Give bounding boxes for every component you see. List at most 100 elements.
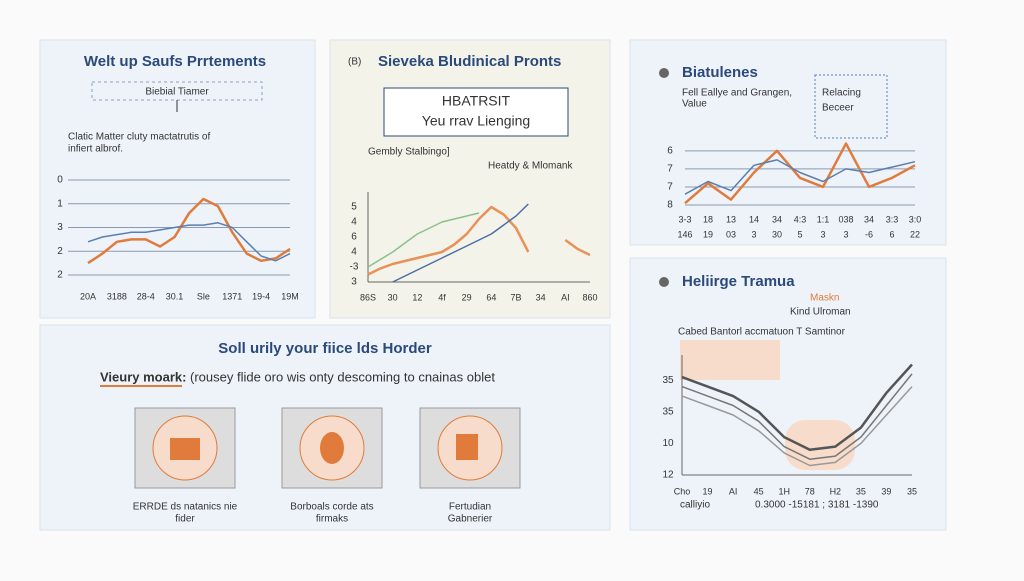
series-line — [684, 159, 916, 195]
x-tick-label: 3 — [751, 229, 756, 239]
panel-title: Sieveka Bludinical Pronts — [378, 53, 561, 70]
x-tick-label: 3-3 — [678, 214, 691, 224]
card-label: firmaks — [316, 514, 348, 525]
box-text: HBATRSIT — [442, 93, 511, 109]
x-tick-label: Cho — [674, 486, 691, 496]
series-line — [367, 205, 591, 276]
panel-title: Welt up Saufs Prrtements — [84, 53, 266, 70]
y-tick-label: 7 — [667, 182, 673, 193]
x-tick-label: 19M — [281, 291, 299, 301]
caption: Clatic Matter cluty mactatrutis of — [68, 132, 210, 143]
footer: 0.3000 -15181 ; 3181 -1390 — [755, 500, 879, 511]
card-label: Gabnerier — [448, 514, 493, 525]
x-tick-label: 28-4 — [137, 291, 155, 301]
x-tick-label: 13 — [726, 214, 736, 224]
x-tick-label: 22 — [910, 229, 920, 239]
x-tick-label: 30.1 — [166, 291, 184, 301]
x-tick-label: 1371 — [222, 291, 242, 301]
panel-title: Heliirge Tramua — [682, 273, 795, 290]
panel — [629, 257, 947, 531]
label: Gembly Stalbingo] — [368, 147, 450, 158]
box-text: Yeu rrav Lienging — [422, 113, 530, 129]
footer: calliyio — [680, 500, 710, 511]
x-tick-label: 78 — [805, 486, 815, 496]
x-tick-label: -6 — [865, 229, 873, 239]
y-tick-label: -3 — [350, 262, 359, 273]
x-tick-label: 3:3 — [886, 214, 899, 224]
note: Kind Ulroman — [790, 307, 851, 318]
x-tick-label: 3188 — [107, 291, 127, 301]
y-tick-label: 3 — [57, 222, 63, 233]
x-tick-label: 18 — [703, 214, 713, 224]
x-tick-label: 86S — [360, 292, 376, 302]
card-label: fider — [175, 514, 195, 525]
card-label: Fertudian — [449, 502, 491, 513]
x-tick-label: 146 — [677, 229, 692, 239]
series-line — [392, 203, 529, 283]
card-icon — [320, 432, 344, 464]
x-tick-label: 45 — [754, 486, 764, 496]
y-tick-label: 1 — [57, 198, 63, 209]
series-line — [681, 363, 913, 451]
badge: Biebial Tiamer — [145, 87, 209, 98]
x-tick-label: AI — [561, 292, 570, 302]
x-tick-label: 20A — [80, 291, 96, 301]
y-tick-label: 35 — [662, 375, 674, 386]
box — [383, 87, 569, 137]
x-tick-label: 34 — [536, 292, 546, 302]
x-tick-label: 35 — [856, 486, 866, 496]
card-label: ERRDE ds natanics nie — [133, 502, 238, 513]
panel — [629, 39, 947, 246]
x-tick-label: Sle — [197, 291, 210, 301]
card — [134, 407, 521, 489]
y-tick-label: 10 — [662, 438, 674, 449]
x-tick-label: 34 — [772, 214, 782, 224]
y-tick-label: 12 — [662, 470, 674, 481]
x-tick-label: 1H — [778, 486, 790, 496]
label: Heatdy & Mlomank — [488, 161, 573, 172]
card-label: Borboals corde ats — [290, 502, 373, 513]
y-tick-label: 0 — [57, 175, 63, 186]
caption: infiert albrof. — [68, 144, 123, 155]
y-tick-label: 5 — [351, 202, 357, 213]
subtitle: Value — [682, 99, 707, 110]
x-tick-label: 5 — [797, 229, 802, 239]
x-tick-label: 19 — [703, 229, 713, 239]
x-tick-label: 3 — [843, 229, 848, 239]
shade — [785, 420, 855, 470]
legend-box — [814, 74, 888, 139]
x-tick-label: 4:3 — [794, 214, 807, 224]
series-line — [87, 197, 291, 265]
icon — [659, 68, 669, 78]
x-tick-label: 03 — [726, 229, 736, 239]
x-tick-label: 34 — [864, 214, 874, 224]
y-tick-label: 7 — [667, 164, 673, 175]
panel — [39, 39, 316, 319]
legend-entry: Beceer — [822, 103, 854, 114]
text: (rousey flide oro wis onty descoming to … — [190, 369, 495, 384]
card-icon — [456, 434, 478, 460]
x-tick-label: 19-4 — [252, 291, 270, 301]
series-line — [87, 222, 291, 262]
y-tick-label: 2 — [57, 246, 63, 257]
x-tick-label: AI — [729, 486, 738, 496]
y-tick-label: 8 — [667, 200, 673, 211]
x-tick-label: 30 — [388, 292, 398, 302]
y-tick-label: 6 — [351, 232, 357, 243]
x-tick-label: 7B — [510, 292, 521, 302]
x-tick-label: 860 — [582, 292, 597, 302]
y-tick-label: 35 — [662, 406, 674, 417]
lead: Vieury moark: — [100, 369, 186, 384]
subtitle: Fell Eallye and Grangen, — [682, 88, 792, 99]
series-line — [684, 142, 916, 205]
x-tick-label: 3 — [820, 229, 825, 239]
y-tick-label: 3 — [351, 277, 357, 288]
x-tick-label: 29 — [462, 292, 472, 302]
card-icon — [170, 438, 200, 460]
y-tick-label: 2 — [57, 270, 63, 281]
x-tick-label: 3:0 — [909, 214, 922, 224]
x-tick-label: 14 — [749, 214, 759, 224]
icon: (B) — [348, 57, 361, 68]
panel-title: Soll urily your fiice lds Horder — [218, 340, 432, 357]
